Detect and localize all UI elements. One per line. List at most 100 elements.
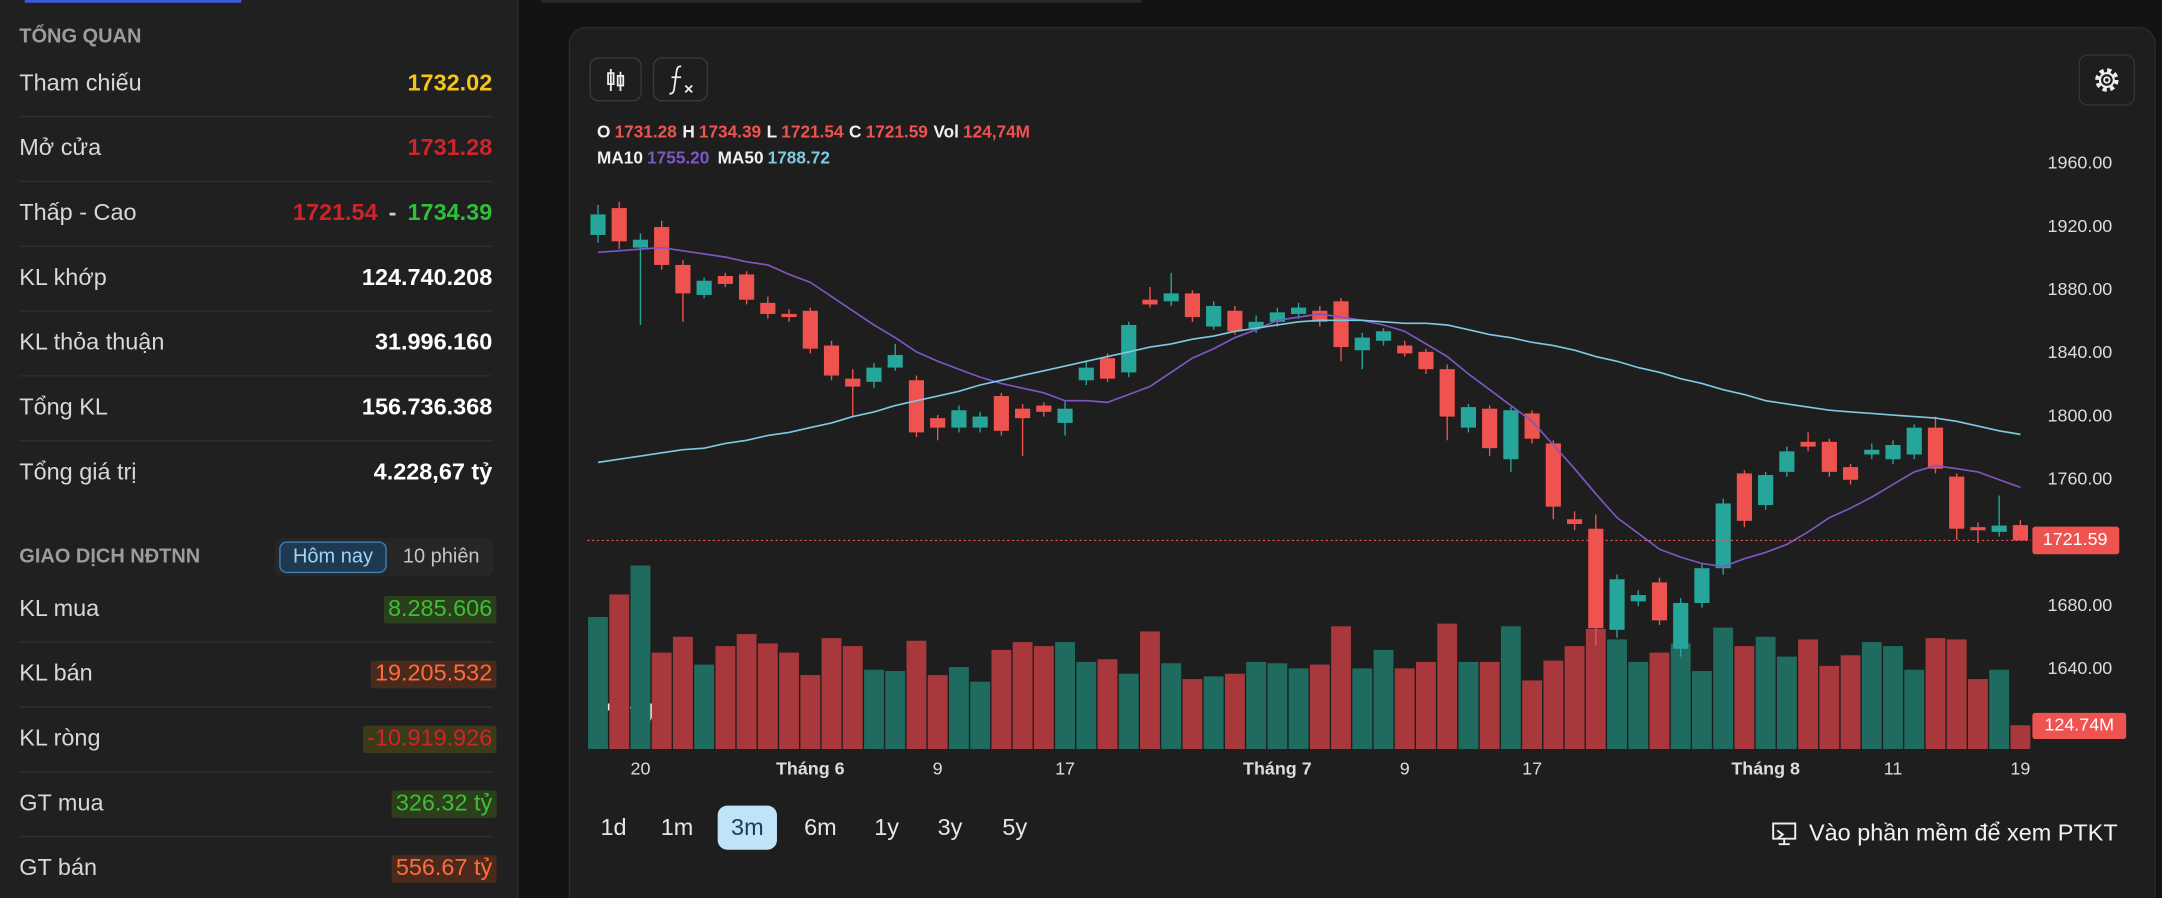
candle-body	[993, 396, 1009, 431]
value-highlight	[391, 790, 497, 818]
candle-body	[866, 367, 882, 382]
ohlc-legend: O 1731.28 H 1734.39 L 1721.54 C 1721.59 Vol 124,7…	[597, 121, 1030, 141]
y-tick-label: 1840.00	[2048, 342, 2113, 362]
legend-key: C	[849, 121, 861, 141]
candle-icon	[607, 68, 625, 92]
value-highlight	[370, 660, 497, 689]
volume-bar	[1373, 649, 1394, 750]
range-label: 1y	[874, 814, 899, 840]
separator: -	[389, 199, 397, 225]
range-button[interactable]: 6m	[804, 814, 837, 840]
row-value: 156.736.368	[362, 393, 492, 419]
open-app-link[interactable]: Vào phần mềm để xem PTKT	[1772, 820, 2118, 846]
tab[interactable]: 10 phiên	[403, 546, 480, 568]
candle-body	[1354, 337, 1370, 351]
range-button[interactable]: 1m	[661, 814, 694, 840]
volume-bar	[1267, 663, 1288, 750]
row-label: Thấp - Cao	[19, 199, 136, 225]
volume-bar	[1607, 639, 1627, 750]
volume-bar	[1734, 646, 1755, 750]
candle-body	[1906, 427, 1922, 455]
tab[interactable]: Hôm nay	[279, 541, 387, 574]
volume-bar	[1394, 668, 1415, 750]
candle-body	[1503, 410, 1519, 460]
range-button[interactable]: 1d	[601, 814, 627, 840]
volume-bar	[1416, 661, 1436, 750]
candle-body	[1184, 293, 1201, 318]
candle-body	[1397, 345, 1413, 354]
candle-body	[1439, 369, 1455, 417]
candle-body	[1800, 441, 1816, 447]
candle-body	[1248, 321, 1264, 329]
candle-body	[654, 227, 670, 265]
row-value: 556.67 tỷ	[396, 854, 493, 880]
gear-hub	[2103, 76, 2111, 84]
row-label: Tham chiếu	[19, 69, 141, 95]
candle-body	[1206, 306, 1222, 327]
settings-button[interactable]	[2078, 54, 2136, 106]
candle-body	[1694, 568, 1710, 603]
candle-body	[1991, 525, 2007, 532]
candle-body	[1375, 331, 1392, 341]
candle-body	[1290, 307, 1307, 314]
range-label: 3m	[731, 814, 764, 840]
indicator-button[interactable]	[652, 57, 709, 102]
range-button[interactable]: 5y	[1002, 814, 1027, 840]
candle-body	[1015, 408, 1031, 419]
range-button[interactable]: 1y	[874, 814, 899, 840]
top-bar-edge	[541, 0, 1142, 3]
volume-bar	[1522, 680, 1543, 750]
candle-body	[1460, 407, 1477, 428]
candle-body	[1227, 310, 1243, 332]
volume-bar	[948, 667, 969, 750]
volume-bar	[630, 565, 651, 750]
candle-body	[1099, 358, 1116, 379]
candle-body	[1142, 299, 1158, 305]
x-tick-label: 17	[1055, 758, 1075, 778]
volume-bar	[757, 643, 778, 750]
candle-body	[632, 239, 649, 248]
y-tick-label: 1880.00	[2048, 279, 2113, 299]
range-button[interactable]: 3y	[938, 814, 963, 840]
tab-label: Hôm nay	[293, 546, 373, 568]
candle-body	[2012, 525, 2028, 541]
x-tick-label: 9	[933, 758, 943, 778]
legend-key: O	[597, 121, 610, 141]
legend-value: 1721.59	[866, 121, 928, 141]
range-active-bg	[717, 805, 777, 850]
volume-bar	[1585, 628, 1606, 750]
volume-bar	[1182, 679, 1203, 750]
volume-bar	[906, 640, 927, 750]
x-tick-label: 20	[630, 758, 650, 778]
row-value: 19.205.532	[375, 660, 492, 686]
candle-body	[717, 276, 733, 284]
candle-body	[611, 208, 627, 242]
row-label: Tổng KL	[19, 393, 108, 419]
row-value: -10.919.926	[367, 725, 492, 751]
row-separator	[19, 310, 493, 312]
legend-key: MA10	[597, 147, 643, 167]
y-tick-label: 1960.00	[2048, 153, 2113, 173]
button-frame	[652, 57, 709, 102]
value-highlight	[383, 595, 497, 624]
volume-bar	[1288, 668, 1309, 750]
candle-body	[1715, 503, 1731, 569]
candle-body	[951, 410, 967, 428]
volume-bar	[1925, 638, 1946, 750]
volume-bar	[779, 652, 799, 750]
candle-body	[1821, 441, 1837, 472]
candle-tool-button[interactable]	[589, 57, 642, 102]
row-value: 1721.54-1734.39	[293, 199, 492, 225]
volume-bar	[1055, 642, 1075, 750]
range-button[interactable]: 3m	[717, 805, 777, 850]
legend-value: 1731.28	[615, 121, 678, 141]
candle-body	[845, 378, 861, 387]
last-price-tag	[2032, 526, 2120, 555]
volume-bar	[1861, 642, 1882, 750]
candle-body	[781, 313, 797, 318]
x-tick-label: Tháng 7	[1243, 758, 1312, 778]
candle-body	[1524, 413, 1540, 439]
row-separator	[19, 706, 493, 708]
range-label: 5y	[1002, 814, 1027, 840]
